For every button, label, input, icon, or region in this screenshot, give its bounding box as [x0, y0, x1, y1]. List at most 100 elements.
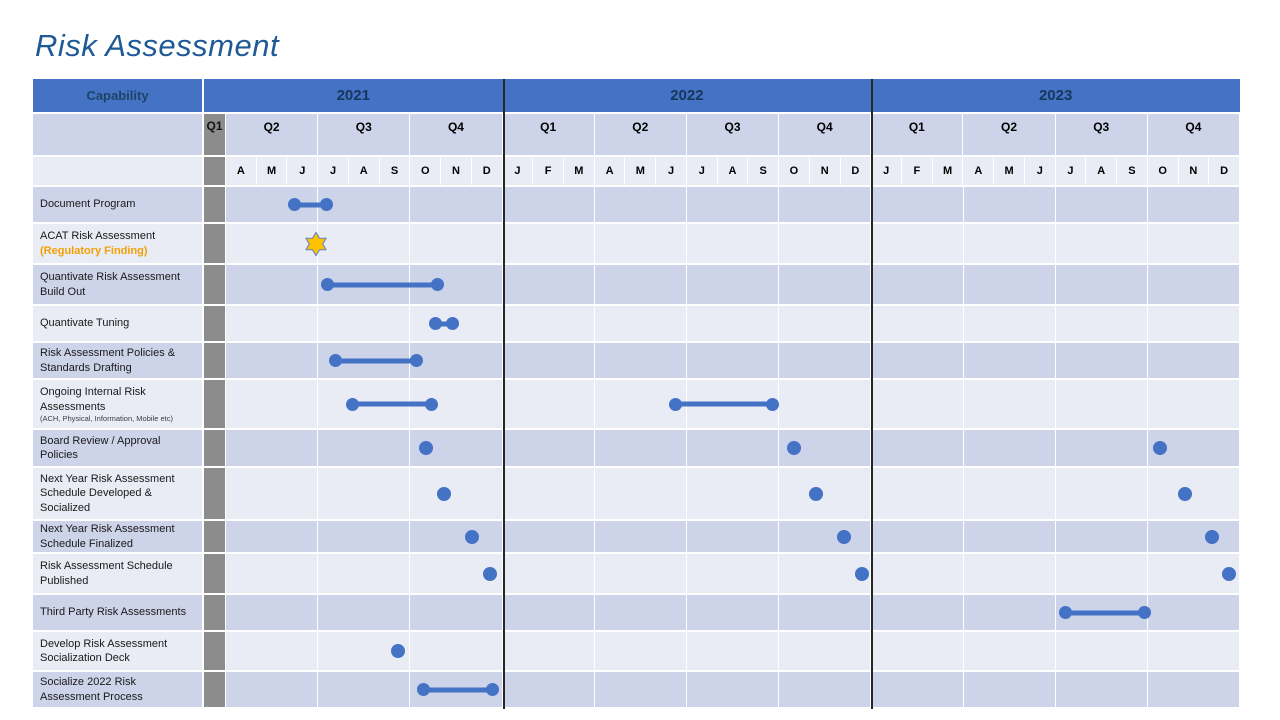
quarter-grid-cell [410, 187, 503, 222]
task-row-timeline [226, 265, 1241, 306]
quarter-grid-cell [1147, 343, 1241, 378]
quarter-grid-cell [779, 265, 872, 304]
task-label: Next Year Risk Assessment Schedule Devel… [33, 468, 204, 521]
quarter-header: Q1 [502, 114, 595, 157]
quarter-grid-cell [871, 306, 964, 341]
marker-overlay [226, 595, 1240, 630]
task-label-text: Quantivate Tuning [40, 317, 130, 330]
quarter-grid-cell [686, 430, 780, 466]
milestone-dot [836, 529, 851, 544]
month-header: A [594, 157, 626, 187]
quarter-grid-cell [318, 430, 411, 466]
quarter-grid-cell [871, 380, 964, 428]
task-row-timeline [226, 632, 1241, 672]
task-label: Socialize 2022 Risk Assessment Process [33, 672, 204, 709]
quarter-grid-cell [871, 672, 964, 707]
task-row-timeline [226, 380, 1241, 430]
quarter-grid-cell [594, 187, 687, 222]
quarter-grid-cell [871, 265, 964, 304]
gantt-bar [674, 401, 773, 407]
milestone-dot [437, 486, 452, 501]
marker-overlay [226, 521, 1240, 552]
quarter-grid-cell [1147, 632, 1241, 670]
quarter-grid-cell [410, 343, 503, 378]
marker-overlay [226, 632, 1240, 670]
quarter-grid-cell [779, 306, 872, 341]
gray-q1-column-cell [204, 632, 226, 672]
task-label-highlight: (Regulatory Finding) [40, 244, 148, 257]
month-header: A [348, 157, 380, 187]
month-header: J [871, 157, 902, 187]
task-label: Develop Risk Assessment Socialization De… [33, 632, 204, 672]
quarter-grid-cell [226, 265, 319, 304]
milestone-star [304, 231, 329, 256]
task-row-timeline [226, 595, 1241, 632]
quarter-grid-cell [502, 187, 595, 222]
quarter-grid-cell [1147, 380, 1241, 428]
quarter-grid-cell [871, 343, 964, 378]
quarter-grid-cell [686, 521, 780, 552]
quarter-header: Q3 [318, 114, 411, 157]
quarter-grid-cell [1055, 672, 1148, 707]
task-row-timeline [226, 468, 1241, 521]
month-header: O [779, 157, 810, 187]
quarter-grid-cell [226, 632, 319, 670]
gray-q1-column-cell [204, 521, 226, 554]
gray-q1-column-cell [204, 224, 226, 265]
quarter-grid-cell [1147, 187, 1241, 222]
quarter-grid-cell [226, 672, 319, 707]
quarter-header: Q2 [594, 114, 687, 157]
marker-overlay [226, 380, 1240, 428]
quarter-grid-cell [410, 521, 503, 552]
quarter-grid-cell [226, 554, 319, 593]
quarter-grid-cell [594, 468, 687, 519]
task-label: Quantivate Risk Assessment Build Out [33, 265, 204, 306]
marker-overlay [226, 265, 1240, 304]
quarter-grid-cell [686, 554, 780, 593]
month-header: J [656, 157, 687, 187]
quarter-grid-cell [410, 632, 503, 670]
task-row-timeline [226, 430, 1241, 468]
quarter-header: Q1 [871, 114, 964, 157]
quarter-grid-cell [594, 430, 687, 466]
milestone-star-icon [305, 231, 327, 256]
task-sublabel: (ACH, Physical, Information, Mobile etc) [40, 413, 173, 423]
month-header: S [748, 157, 780, 187]
month-header: N [441, 157, 472, 187]
month-header: S [379, 157, 411, 187]
gray-q1-column-cell [204, 265, 226, 306]
marker-overlay [226, 224, 1240, 263]
quarter-grid-cell [502, 632, 595, 670]
quarter-grid-cell [779, 380, 872, 428]
quarter-grid-cell [1055, 306, 1148, 341]
quarter-grid-cell [318, 554, 411, 593]
quarter-grid-cell [779, 224, 872, 263]
quarter-grid-cell [871, 521, 964, 552]
month-header: D [471, 157, 503, 187]
quarter-grid-cell [594, 521, 687, 552]
milestone-dot [483, 566, 498, 581]
task-row-timeline [226, 343, 1241, 380]
quarter-grid-cell [318, 672, 411, 707]
task-label: ACAT Risk Assessment (Regulatory Finding) [33, 224, 204, 265]
quarter-grid-cell [1147, 672, 1241, 707]
milestone-dot [808, 486, 823, 501]
gray-q1-column-cell [204, 468, 226, 521]
quarter-grid-cell [1147, 224, 1241, 263]
quarter-grid-cell [318, 224, 411, 263]
month-header: N [1178, 157, 1210, 187]
quarter-grid-cell [1055, 468, 1148, 519]
month-header: M [256, 157, 288, 187]
quarter-grid-cell [226, 468, 319, 519]
quarter-grid-cell [502, 430, 595, 466]
task-row-timeline [226, 224, 1241, 265]
gray-q1-column-cell [204, 306, 226, 343]
quarter-grid-cell [226, 343, 319, 378]
milestone-dot [1177, 486, 1192, 501]
quarter-grid-cell [594, 224, 687, 263]
month-header: N [809, 157, 841, 187]
quarter-grid-cell [594, 595, 687, 630]
month-header: J [318, 157, 349, 187]
task-label-text: Next Year Risk Assessment Schedule Final… [40, 523, 175, 550]
